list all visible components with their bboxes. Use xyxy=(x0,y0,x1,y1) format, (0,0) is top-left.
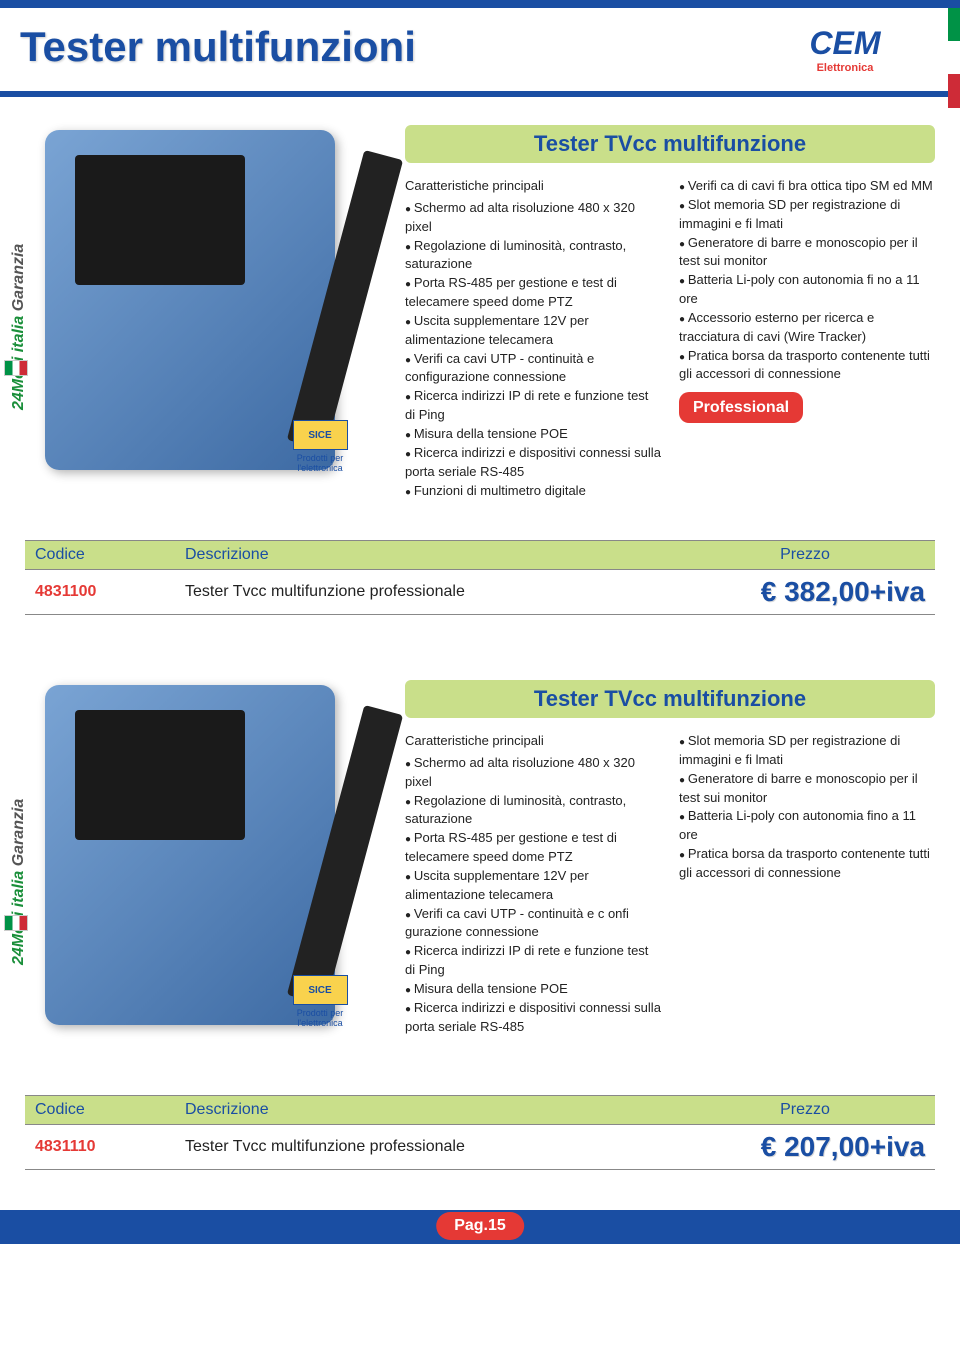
warranty-title: Garanzia xyxy=(10,799,27,867)
sice-caption: Prodotti per l'elettronica xyxy=(297,453,344,473)
feature-item: Generatore di barre e monoscopio per il … xyxy=(679,770,935,808)
features-row: Caratteristiche principali Schermo ad al… xyxy=(405,732,935,1037)
italy-flag-strip xyxy=(948,8,960,108)
feature-item: Misura della tensione POE xyxy=(405,425,661,444)
italy-flag-icon xyxy=(4,915,26,945)
feature-item: Slot memoria SD per registrazione di imm… xyxy=(679,732,935,770)
page-footer: Pag.15 xyxy=(0,1210,960,1260)
features-subhead: Caratteristiche principali xyxy=(405,177,661,196)
features-col-1: Caratteristiche principali Schermo ad al… xyxy=(405,177,661,500)
product-image xyxy=(45,685,335,1025)
product-screen xyxy=(75,710,245,840)
col-desc: Descrizione xyxy=(185,546,685,564)
feature-item: Batteria Li-poly con autonomia fi no a 1… xyxy=(679,271,935,309)
col-price: Prezzo xyxy=(685,1101,925,1119)
page-header: Tester multifunzioni CEM Elettronica xyxy=(0,0,960,100)
product-block-1: 24Mesi italia Garanzia SICE Prodotti per… xyxy=(0,100,960,530)
logo-main-text: CEM xyxy=(809,25,880,61)
feature-item: Funzioni di multimetro digitale xyxy=(405,482,661,501)
feature-item: Schermo ad alta risoluzione 480 x 320 pi… xyxy=(405,754,661,792)
page-number: Pag.15 xyxy=(436,1212,524,1240)
features-col-2: Verifi ca di cavi fi bra ottica tipo SM … xyxy=(679,177,935,500)
sice-badge: SICE Prodotti per l'elettronica xyxy=(280,420,360,473)
sice-badge: SICE Prodotti per l'elettronica xyxy=(280,975,360,1028)
professional-badge: Professional xyxy=(679,392,803,423)
logo-sub-text: Elettronica xyxy=(760,63,930,73)
warranty-title: Garanzia xyxy=(10,244,27,312)
feature-item: Ricerca indirizzi e dispositivi connessi… xyxy=(405,999,661,1037)
col-desc: Descrizione xyxy=(185,1101,685,1119)
product-content: Tester TVcc multifunzione Caratteristich… xyxy=(405,680,935,1037)
col-code: Codice xyxy=(35,1101,185,1119)
product-stand xyxy=(287,705,403,1005)
features-subhead: Caratteristiche principali xyxy=(405,732,661,751)
feature-item: Slot memoria SD per registrazione di imm… xyxy=(679,196,935,234)
sice-box: SICE xyxy=(293,420,348,450)
feature-item: Generatore di barre e monoscopio per il … xyxy=(679,234,935,272)
col-code: Codice xyxy=(35,546,185,564)
table-row: 4831100 Tester Tvcc multifunzione profes… xyxy=(25,570,935,615)
col-price: Prezzo xyxy=(685,546,925,564)
feature-item: Pratica borsa da trasporto contenente tu… xyxy=(679,845,935,883)
feature-item: Uscita supplementare 12V per alimentazio… xyxy=(405,312,661,350)
sice-box: SICE xyxy=(293,975,348,1005)
features-col-1: Caratteristiche principali Schermo ad al… xyxy=(405,732,661,1037)
product-block-2: 24Mesi italia Garanzia SICE Prodotti per… xyxy=(0,655,960,1085)
feature-item: Accessorio esterno per ricerca e traccia… xyxy=(679,309,935,347)
product-title: Tester TVcc multifunzione xyxy=(405,125,935,163)
feature-item: Schermo ad alta risoluzione 480 x 320 pi… xyxy=(405,199,661,237)
feature-item: Porta RS-485 per gestione e test di tele… xyxy=(405,829,661,867)
feature-item: Ricerca indirizzi e dispositivi connessi… xyxy=(405,444,661,482)
product-stand xyxy=(287,150,403,450)
table-header: Codice Descrizione Prezzo xyxy=(25,1095,935,1125)
feature-item: Ricerca indirizzi IP di rete e funzione … xyxy=(405,942,661,980)
italy-flag-icon xyxy=(4,360,26,390)
feature-item: Verifi ca cavi UTP - continuità e config… xyxy=(405,350,661,388)
feature-list-right: Slot memoria SD per registrazione di imm… xyxy=(679,732,935,883)
cell-price: € 382,00+iva xyxy=(685,576,925,608)
feature-item: Misura della tensione POE xyxy=(405,980,661,999)
sice-caption: Prodotti per l'elettronica xyxy=(297,1008,344,1028)
cell-price: € 207,00+iva xyxy=(685,1131,925,1163)
price-table-1: Codice Descrizione Prezzo 4831100 Tester… xyxy=(25,540,935,615)
cell-desc: Tester Tvcc multifunzione professionale xyxy=(185,583,685,601)
feature-list-right: Verifi ca di cavi fi bra ottica tipo SM … xyxy=(679,177,935,384)
features-col-2: Slot memoria SD per registrazione di imm… xyxy=(679,732,935,1037)
cell-code: 4831100 xyxy=(35,583,185,601)
price-table-2: Codice Descrizione Prezzo 4831110 Tester… xyxy=(25,1095,935,1170)
feature-item: Uscita supplementare 12V per alimentazio… xyxy=(405,867,661,905)
feature-item: Regolazione di luminosità, contrasto, sa… xyxy=(405,792,661,830)
feature-item: Verifi ca cavi UTP - continuità e c onfi… xyxy=(405,905,661,943)
product-image xyxy=(45,130,335,470)
feature-item: Porta RS-485 per gestione e test di tele… xyxy=(405,274,661,312)
features-row: Caratteristiche principali Schermo ad al… xyxy=(405,177,935,500)
header-band: Tester multifunzioni CEM Elettronica xyxy=(0,8,960,97)
feature-list-left: Schermo ad alta risoluzione 480 x 320 pi… xyxy=(405,199,661,501)
feature-item: Verifi ca di cavi fi bra ottica tipo SM … xyxy=(679,177,935,196)
feature-item: Batteria Li-poly con autonomia fino a 11… xyxy=(679,807,935,845)
table-header: Codice Descrizione Prezzo xyxy=(25,540,935,570)
cell-code: 4831110 xyxy=(35,1138,185,1156)
product-title: Tester TVcc multifunzione xyxy=(405,680,935,718)
table-row: 4831110 Tester Tvcc multifunzione profes… xyxy=(25,1125,935,1170)
feature-item: Pratica borsa da trasporto contenente tu… xyxy=(679,347,935,385)
brand-logo: CEM Elettronica xyxy=(760,23,930,78)
product-screen xyxy=(75,155,245,285)
feature-list-left: Schermo ad alta risoluzione 480 x 320 pi… xyxy=(405,754,661,1037)
product-content: Tester TVcc multifunzione Caratteristich… xyxy=(405,125,935,500)
feature-item: Regolazione di luminosità, contrasto, sa… xyxy=(405,237,661,275)
cell-desc: Tester Tvcc multifunzione professionale xyxy=(185,1138,685,1156)
feature-item: Ricerca indirizzi IP di rete e funzione … xyxy=(405,387,661,425)
